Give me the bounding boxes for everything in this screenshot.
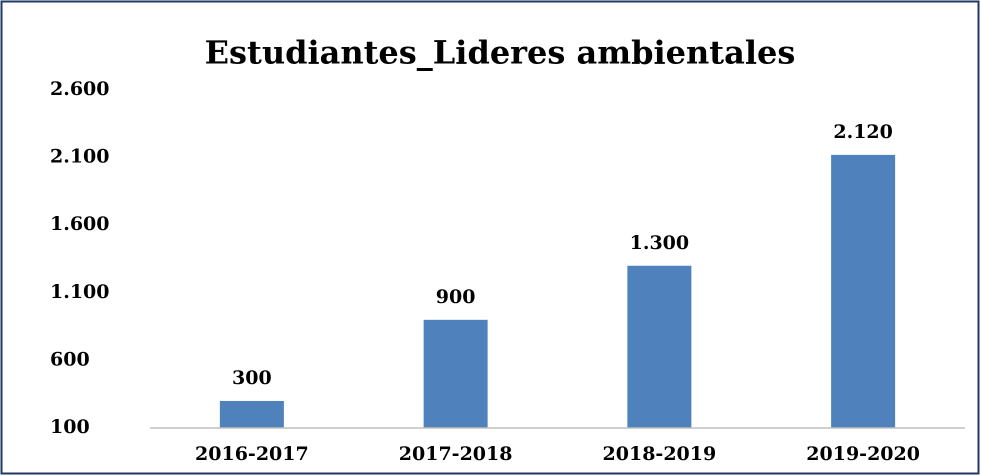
x-tick-label: 2017-2018 bbox=[399, 443, 513, 465]
bar bbox=[219, 400, 284, 428]
y-tick-label: 2.100 bbox=[50, 146, 110, 168]
bar bbox=[423, 319, 488, 428]
bar bbox=[627, 265, 692, 428]
y-tick-label: 100 bbox=[50, 416, 90, 438]
chart-title: Estudiantes_Lideres ambientales bbox=[205, 34, 796, 72]
data-label: 2.120 bbox=[833, 121, 893, 143]
y-tick-label: 1.100 bbox=[50, 281, 110, 303]
bar bbox=[831, 154, 896, 428]
data-label: 900 bbox=[436, 286, 476, 308]
y-tick-label: 600 bbox=[50, 348, 90, 370]
x-tick-label: 2019-2020 bbox=[806, 443, 920, 465]
y-tick-label: 2.600 bbox=[50, 78, 110, 100]
x-tick-label: 2018-2019 bbox=[603, 443, 717, 465]
data-label: 300 bbox=[232, 367, 272, 389]
data-label: 1.300 bbox=[630, 232, 690, 254]
x-tick-label: 2016-2017 bbox=[195, 443, 309, 465]
y-tick-label: 1.600 bbox=[50, 213, 110, 235]
